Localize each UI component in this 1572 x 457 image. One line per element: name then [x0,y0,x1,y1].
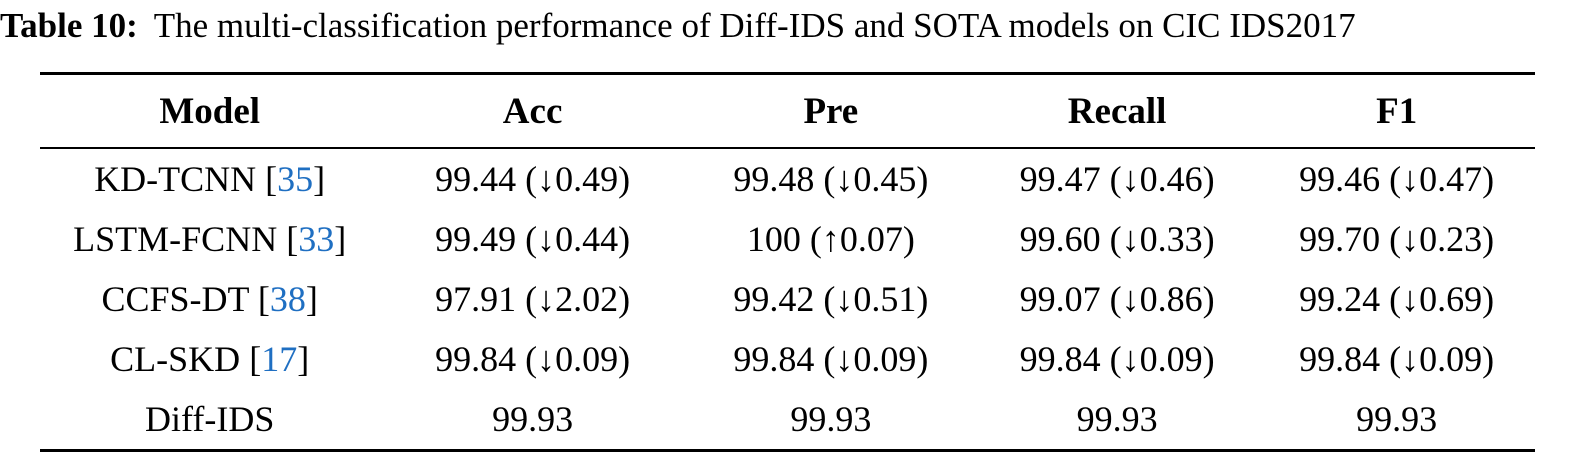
table-caption-label: Table 10: [0,6,138,45]
table-row: CCFS-DT [38] 97.91 (↓2.02) 99.42 (↓0.51) 99… [40,269,1535,329]
model-name: LSTM-FCNN [73,219,278,259]
citation-link[interactable]: 38 [269,279,306,319]
citation-bracket: ] [313,159,326,199]
model-cell: KD-TCNN [35] [40,161,379,197]
model-name: KD-TCNN [94,159,257,199]
citation-link[interactable]: 33 [298,219,335,259]
model-cell: CCFS-DT [38] [40,281,379,317]
table-row: LSTM-FCNN [33] 99.49 (↓0.44) 100 (↑0.07) 99… [40,209,1535,269]
column-header: Recall [1067,90,1167,132]
metric-value: 99.47 (↓0.46) [1019,159,1215,199]
metric-value: 99.49 (↓0.44) [435,219,631,259]
metric-value: 99.70 (↓0.23) [1299,219,1495,259]
metric-value: 99.93 [790,399,872,439]
citation-bracket: [ [256,159,278,199]
metric-value: 100 (↑0.07) [746,219,915,259]
citation-bracket: ] [305,279,318,319]
metric-value: 99.46 (↓0.47) [1299,159,1495,199]
metric-value: 99.42 (↓0.51) [733,279,929,319]
metric-value: 99.93 [1356,399,1438,439]
metric-value: 99.84 (↓0.09) [435,339,631,379]
column-header: Model [159,90,261,132]
table-caption-text: The multi-classification performance of … [153,6,1356,45]
metric-value: 99.93 [1076,399,1158,439]
citation-bracket: [ [248,279,270,319]
metric-value: 99.48 (↓0.45) [733,159,929,199]
table-header-row: Model Acc Pre Recall F1 [40,75,1535,149]
model-cell: LSTM-FCNN [33] [40,221,379,257]
metric-value: 99.07 (↓0.86) [1019,279,1215,319]
table-row: CL-SKD [17] 99.84 (↓0.09) 99.84 (↓0.09) 99.… [40,329,1535,389]
citation-bracket: [ [277,219,299,259]
model-cell: CL-SKD [17] [40,341,379,377]
metric-value: 99.44 (↓0.49) [435,159,631,199]
column-header: F1 [1376,90,1418,132]
metric-value: 99.84 (↓0.09) [1299,339,1495,379]
column-header: Acc [502,90,563,132]
citation-bracket: [ [240,339,262,379]
metric-value: 99.93 [492,399,574,439]
metric-value: 97.91 (↓2.02) [435,279,631,319]
metric-value: 99.84 (↓0.09) [1019,339,1215,379]
citation-link[interactable]: 35 [277,159,314,199]
model-name: CL-SKD [110,339,241,379]
metric-value: 99.24 (↓0.69) [1299,279,1495,319]
metric-value: 99.84 (↓0.09) [733,339,929,379]
table-row: Diff-IDS 99.93 99.93 99.93 99.93 [40,389,1535,449]
column-header: Pre [803,90,859,132]
citation-bracket: ] [297,339,310,379]
table-caption: Table 10: The multi-classification perfor… [0,2,1572,50]
model-name: CCFS-DT [101,279,249,319]
citation-link[interactable]: 17 [261,339,298,379]
citation-bracket: ] [334,219,347,259]
model-cell: Diff-IDS [40,401,379,437]
table-row: KD-TCNN [35] 99.44 (↓0.49) 99.48 (↓0.45) 99… [40,149,1535,209]
results-table: Model Acc Pre Recall F1 KD-TCNN [35] 99.44 (↓… [40,72,1535,452]
metric-value: 99.60 (↓0.33) [1019,219,1215,259]
table-body: KD-TCNN [35] 99.44 (↓0.49) 99.48 (↓0.45) 99… [40,149,1535,449]
model-name: Diff-IDS [145,399,275,439]
